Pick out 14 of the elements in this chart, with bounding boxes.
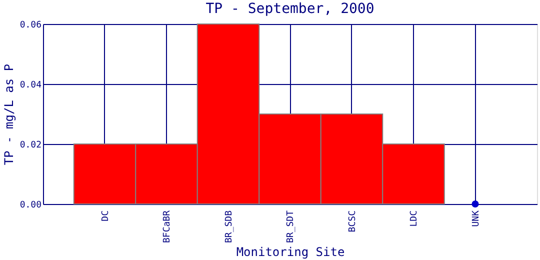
y-tick-label: 0.04 (20, 80, 42, 90)
x-tick-label: UNK (471, 210, 482, 227)
x-tick-label: BR_SDB (224, 210, 234, 244)
x-tick-label: DC (100, 210, 111, 222)
y-axis-title: TP - mg/L as P (2, 64, 16, 166)
y-tick-label: 0.06 (20, 20, 42, 30)
y-tick-label: 0.00 (20, 200, 42, 210)
chart-title: TP - September, 2000 (206, 1, 374, 17)
x-tick-label: BR_SDT (286, 210, 296, 244)
y-tick-label: 0.02 (20, 140, 42, 150)
x-tick-label: BCSC (348, 210, 358, 232)
x-tick-label: LDC (410, 210, 420, 227)
x-tick-label: BFCaBR (162, 210, 172, 244)
x-axis-title: Monitoring Site (236, 245, 345, 260)
